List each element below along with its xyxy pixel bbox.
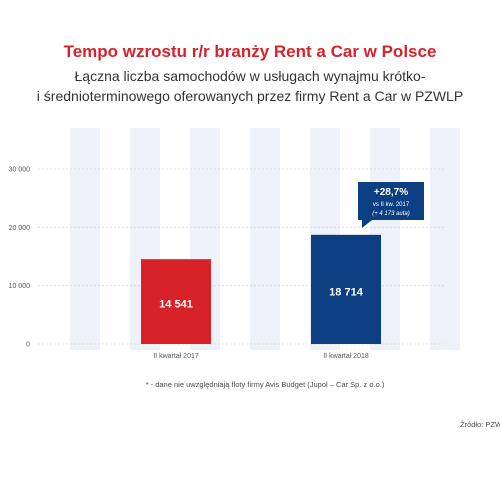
- bar: [311, 234, 381, 344]
- callout-main: +28,7%: [374, 187, 408, 198]
- chart-title: Tempo wzrostu r/r branży Rent a Car w Po…: [63, 42, 437, 61]
- y-tick-label: 10 000: [9, 283, 31, 290]
- bar-value-label: 14 541: [159, 299, 193, 311]
- x-tick-label: II kwartał 2018: [323, 353, 369, 360]
- callout-line-2: vs II kw. 2017: [373, 202, 410, 208]
- background-band: [70, 128, 100, 350]
- chart-subtitle: Łączna liczba samochodów w usługach wyna…: [0, 66, 500, 106]
- x-tick-label: II kwartał 2017: [153, 353, 199, 360]
- bar: [141, 259, 211, 344]
- background-band: [250, 128, 280, 350]
- subtitle-line-1: Łączna liczba samochodów w usługach wyna…: [74, 68, 426, 84]
- chart-source: Źródło: PZWLP: [460, 420, 500, 429]
- subtitle-line-2: i średnioterminowego oferowanych przez f…: [36, 88, 464, 104]
- y-tick-label: 0: [26, 342, 30, 349]
- callout-box: [358, 182, 424, 220]
- y-tick-label: 30 000: [9, 167, 31, 174]
- background-band: [430, 128, 460, 350]
- callout-line-3: (+ 4 173 auta): [372, 211, 410, 217]
- y-tick-label: 20 000: [9, 225, 31, 232]
- chart-footnote: * - dane nie uwzględniają floty firmy Av…: [145, 380, 385, 389]
- bar-value-label: 18 714: [329, 286, 364, 298]
- callout-pointer: [362, 220, 372, 228]
